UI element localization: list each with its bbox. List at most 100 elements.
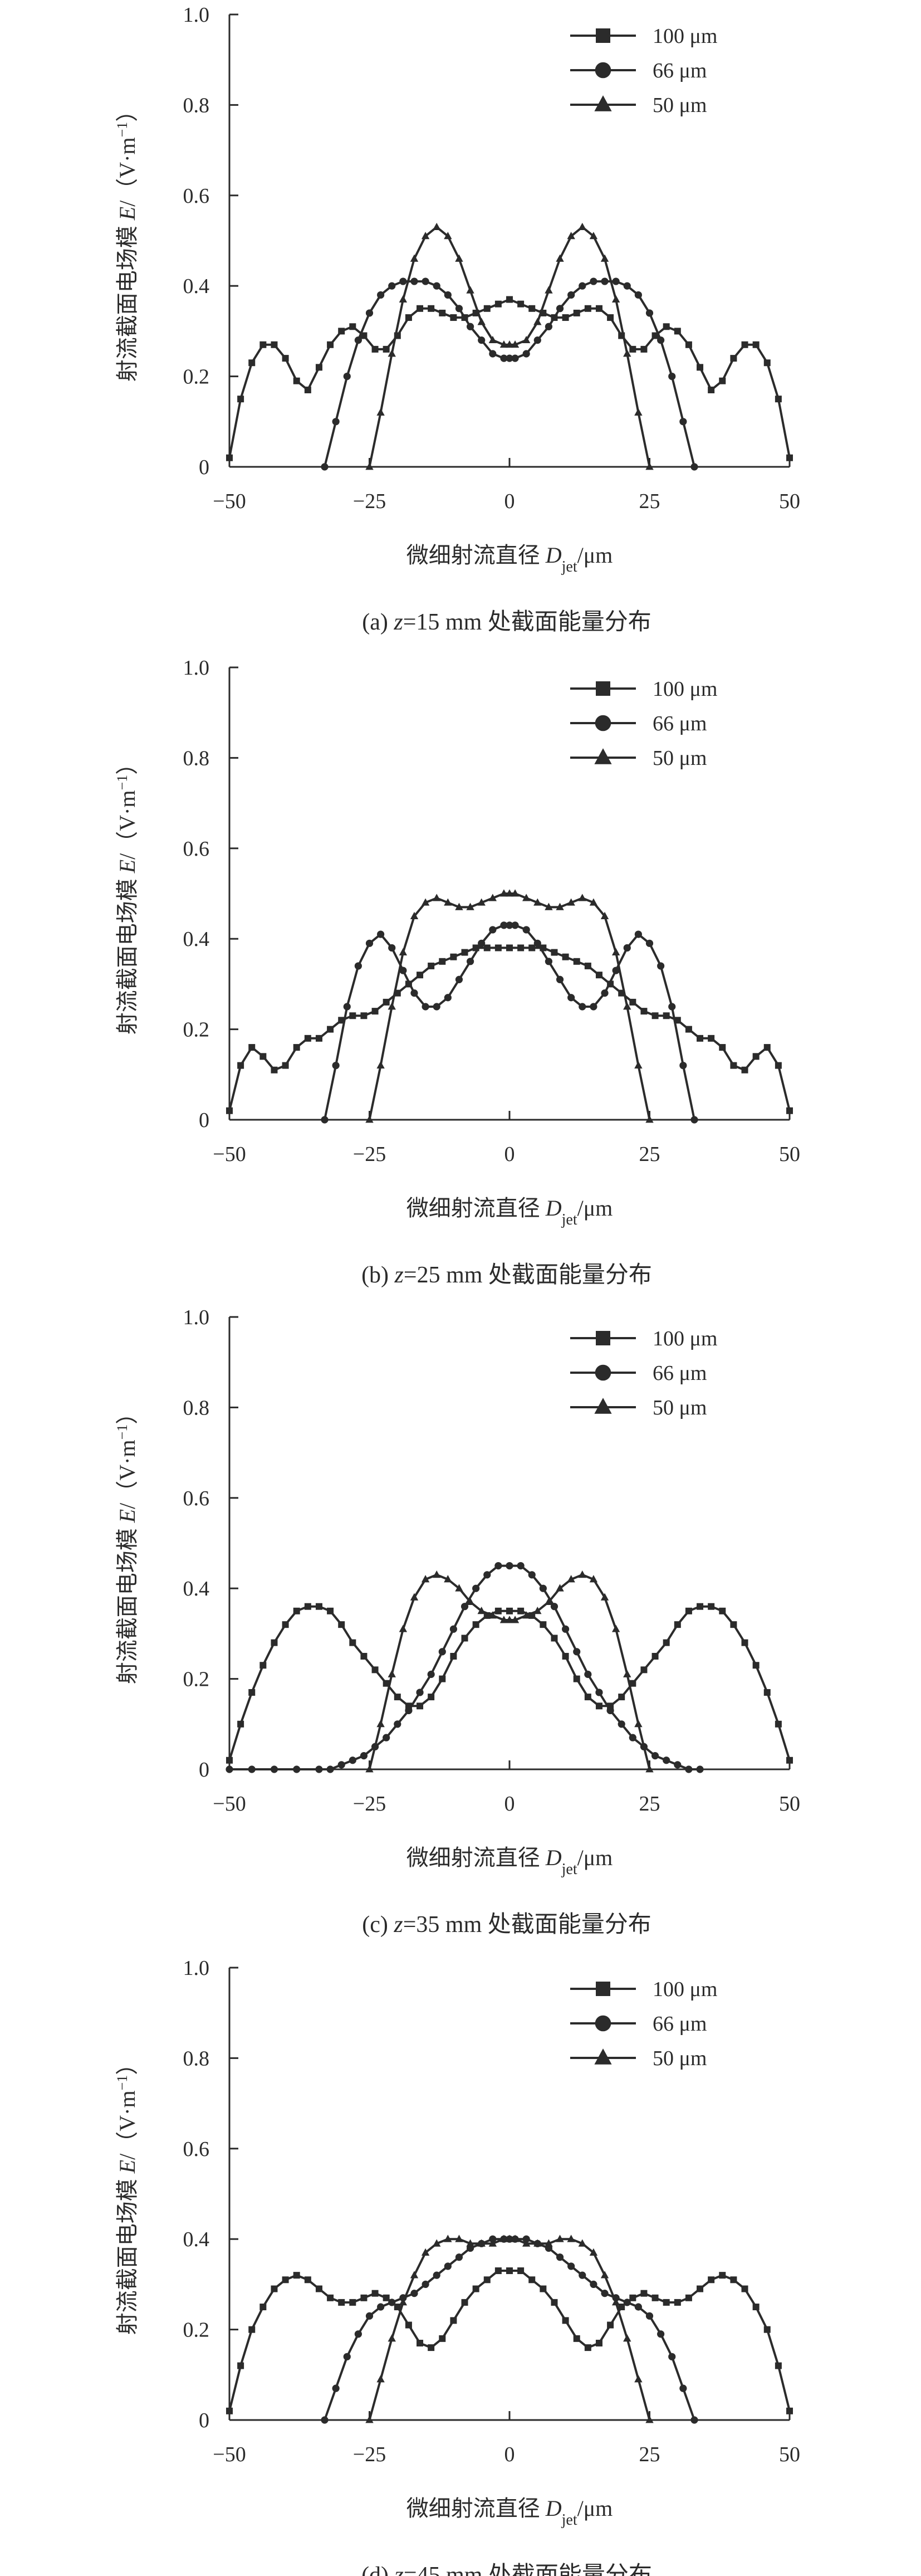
data-point — [567, 994, 575, 1002]
data-point — [679, 2384, 687, 2392]
series-circle — [226, 1562, 704, 1773]
data-point — [466, 1597, 474, 1605]
y-axis-title: 射流截面电场模 E/（V·m−1） — [114, 100, 140, 382]
data-point — [394, 1694, 401, 1701]
data-point — [612, 967, 620, 974]
data-point — [578, 222, 586, 231]
data-point — [428, 2344, 435, 2351]
legend-marker — [595, 715, 611, 731]
legend-label: 50 μm — [653, 2047, 707, 2070]
data-point — [730, 1621, 737, 1628]
data-point — [383, 2294, 390, 2301]
data-point — [601, 2290, 609, 2297]
data-point — [483, 305, 491, 312]
data-point — [528, 305, 536, 312]
data-point — [428, 962, 435, 969]
data-point — [494, 1562, 502, 1570]
data-point — [674, 328, 681, 335]
data-point — [651, 1752, 659, 1760]
data-point — [237, 396, 244, 403]
data-point — [455, 305, 463, 313]
data-point — [399, 2298, 408, 2306]
data-point — [511, 921, 519, 929]
data-point — [651, 1012, 659, 1019]
data-point — [433, 2271, 440, 2279]
data-point — [499, 889, 508, 897]
data-point — [640, 2290, 648, 2297]
data-point — [651, 2294, 659, 2301]
data-point — [477, 898, 486, 906]
data-point — [623, 2334, 631, 2342]
data-point — [562, 1653, 569, 1660]
data-point — [349, 2299, 356, 2306]
data-point — [506, 1607, 513, 1614]
legend-marker — [594, 1398, 612, 1414]
data-point — [365, 939, 374, 947]
data-point — [360, 1653, 368, 1660]
data-point — [410, 2271, 419, 2279]
data-point — [601, 277, 609, 285]
x-tick-label: 50 — [779, 1143, 800, 1166]
series-line — [228, 2270, 791, 2412]
data-point — [405, 2321, 412, 2329]
data-point — [488, 894, 497, 901]
data-point — [533, 318, 542, 325]
data-point — [763, 1689, 771, 1696]
data-point — [466, 323, 474, 330]
data-point — [522, 335, 531, 344]
series-circle — [321, 277, 698, 471]
data-point — [248, 359, 256, 367]
data-point — [528, 2276, 536, 2284]
data-point — [444, 1575, 452, 1583]
y-tick-label: 0 — [199, 1109, 209, 1132]
data-point — [444, 2262, 452, 2270]
data-point — [321, 1116, 329, 1124]
x-tick-label: −50 — [213, 1143, 246, 1166]
legend-label: 50 μm — [653, 94, 707, 117]
data-point — [226, 1757, 233, 1764]
data-point — [573, 958, 580, 965]
data-point — [417, 305, 424, 312]
data-point — [634, 1720, 643, 1728]
data-point — [271, 2285, 278, 2292]
data-point — [428, 1694, 435, 1701]
legend-marker — [595, 1364, 611, 1381]
data-point — [579, 2271, 586, 2279]
data-point — [786, 2407, 793, 2414]
legend-label: 66 μm — [653, 1362, 707, 1385]
data-point — [511, 2235, 520, 2242]
data-point — [399, 277, 407, 285]
data-point — [354, 2330, 362, 2338]
data-point — [422, 2280, 429, 2288]
series-square — [226, 296, 793, 461]
x-tick-label: 50 — [779, 2443, 800, 2466]
y-tick-label: 0.2 — [183, 1668, 210, 1691]
data-point — [623, 282, 631, 290]
y-tick-label: 1.0 — [183, 1306, 210, 1329]
data-point — [741, 1066, 748, 1074]
data-point — [674, 1761, 682, 1769]
data-point — [634, 1061, 643, 1069]
data-point — [410, 277, 418, 285]
y-axis-title-group: 射流截面电场模 E/（V·m−1） — [114, 100, 140, 382]
data-point — [663, 323, 670, 330]
data-point — [461, 2299, 468, 2306]
data-point — [506, 1562, 513, 1570]
data-point — [399, 967, 407, 974]
x-tick-label: 0 — [504, 490, 515, 513]
legend-marker — [595, 62, 611, 79]
data-point — [327, 341, 334, 348]
data-point — [417, 1702, 424, 1710]
data-point — [634, 2303, 642, 2311]
data-point — [556, 254, 564, 262]
data-point — [590, 2280, 597, 2288]
data-point — [399, 948, 408, 955]
data-point — [466, 958, 474, 965]
data-point — [439, 1675, 446, 1682]
y-tick-label: 0.4 — [183, 928, 210, 951]
data-point — [321, 2416, 329, 2424]
data-point — [545, 286, 553, 294]
data-point — [421, 232, 430, 240]
data-point — [477, 318, 486, 325]
data-point — [522, 2235, 530, 2243]
